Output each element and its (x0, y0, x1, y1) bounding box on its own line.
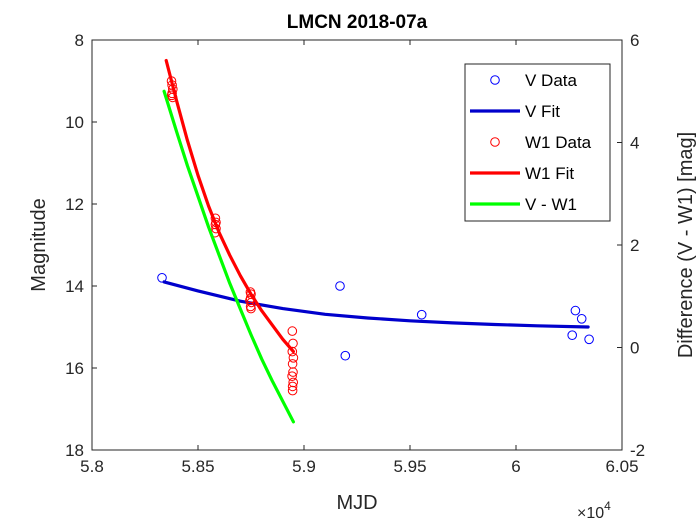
x-axis-label: MJD (336, 492, 377, 514)
v-data-point (335, 281, 345, 291)
v-data-point (157, 273, 167, 283)
y-right-tick-label: -2 (630, 441, 645, 460)
v-data-point (416, 309, 427, 320)
legend-label-v-data: V Data (525, 71, 578, 90)
v-data-point (567, 330, 578, 341)
y-right-tick-label: 6 (630, 31, 639, 50)
x-exponent-base: ×10 (577, 505, 604, 522)
x-tick-label: 5.95 (393, 457, 426, 476)
legend-swatch-v-data (490, 75, 500, 85)
x-exponent-power: 4 (604, 499, 611, 513)
legend-label-w1-data: W1 Data (525, 133, 592, 152)
w1-data-point (288, 367, 298, 377)
w1-data-point (287, 385, 298, 396)
y-left-tick-label: 16 (65, 359, 84, 378)
y-axis-left: 8 10 12 14 16 18 (65, 31, 97, 460)
y-left-tick-label: 10 (65, 113, 84, 132)
x-tick-label: 5.85 (181, 457, 214, 476)
w1-data-point (287, 346, 298, 357)
v-data-point (340, 350, 351, 361)
x-tick-label: 5.8 (80, 457, 104, 476)
w1-data-point (288, 353, 299, 363)
y-left-tick-label: 18 (65, 441, 84, 460)
x-tick-label: 5.9 (292, 457, 316, 476)
v-fit-line (162, 280, 590, 329)
y-right-tick-label: 4 (630, 134, 639, 153)
w1-fit-line (164, 58, 295, 354)
y-left-tick-label: 8 (75, 31, 84, 50)
x-axis: 5.8 5.85 5.9 5.95 6 6.05 (80, 40, 639, 476)
chart-title: LMCN 2018-07a (287, 12, 428, 33)
legend: V Data V Fit W1 Data W1 Fit V - W1 (464, 63, 611, 222)
y-axis-left-label: Magnitude (28, 198, 50, 291)
y-right-tick-label: 2 (630, 236, 639, 255)
w1-data-point (287, 371, 297, 382)
v-data-point (576, 314, 587, 324)
x-axis-exponent: ×104 (577, 499, 611, 522)
legend-box (464, 63, 611, 222)
v-w1-line (162, 89, 295, 424)
y-axis-right: -2 0 2 4 6 (617, 31, 645, 460)
v-data-point (570, 305, 581, 316)
y-axis-right-label: Difference (V - W1) [mag] (675, 132, 697, 358)
legend-label-v-fit: V Fit (525, 102, 560, 121)
x-tick-label: 6 (511, 457, 520, 476)
x-tick-label: 6.05 (605, 457, 638, 476)
w1-data-point (287, 326, 298, 336)
legend-swatch-w1-data (490, 137, 500, 147)
y-right-tick-label: 0 (630, 339, 639, 358)
v-data-point (584, 334, 594, 345)
w1-data-point (246, 303, 256, 314)
legend-label-w1-fit: W1 Fit (525, 164, 574, 183)
y-left-tick-label: 14 (65, 277, 84, 296)
y-left-tick-label: 12 (65, 195, 84, 214)
w1-data-point (287, 381, 298, 392)
legend-label-v-w1: V - W1 (525, 195, 577, 214)
series-layer (157, 58, 594, 424)
